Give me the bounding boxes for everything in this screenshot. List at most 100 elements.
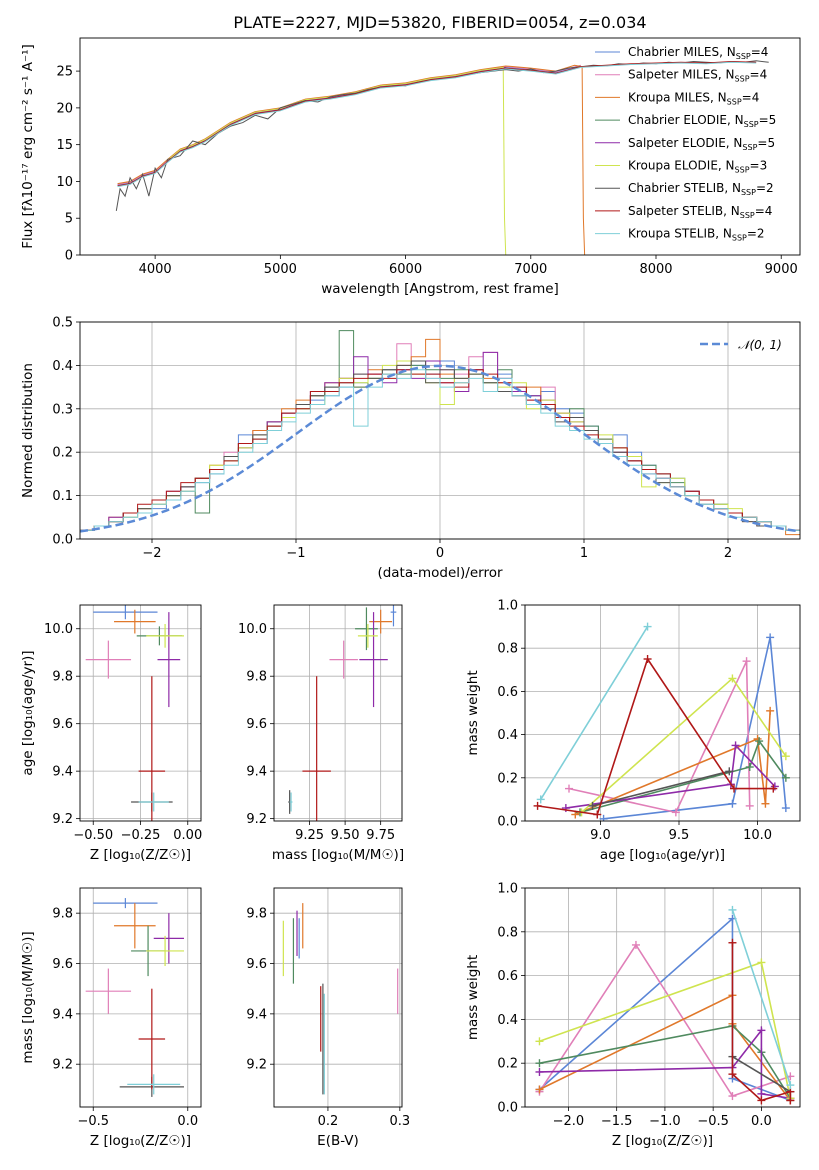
x-tick-label: 0.0 xyxy=(751,1114,772,1129)
marker-salpeter-miles xyxy=(745,801,754,810)
y-tick-label: 9.2 xyxy=(246,1058,267,1073)
y-tick-label: 9.2 xyxy=(52,1058,73,1073)
y-tick-label: 10.0 xyxy=(238,622,267,637)
x-axis-label: mass [log₁₀(M/M☉)] xyxy=(272,847,404,863)
y-tick-label: 10.0 xyxy=(44,622,73,637)
axes-frame xyxy=(79,321,801,540)
y-tick-label: 0.4 xyxy=(497,728,518,743)
y-tick-label: 15 xyxy=(56,138,73,153)
y-tick-label: 10 xyxy=(56,175,73,190)
y-tick-label: 1.0 xyxy=(497,599,518,614)
weight-line-salpeter-elodie xyxy=(565,743,776,809)
y-tick-label: 0.1 xyxy=(52,489,73,504)
y-axis-label: mass [log₁₀(M/M☉)] xyxy=(20,931,36,1063)
y-tick-label: 0.6 xyxy=(497,685,518,700)
legend-label-chabrier-stelib: Chabrier STELIB, NSSP=2 xyxy=(628,181,774,197)
weight-line-kroupa-stelib xyxy=(540,626,649,800)
panel-ebv-mass: 0.2 0.3 9.2 9.4 9.6 9.8 E(B-V) xyxy=(246,887,410,1149)
y-tick-label: 5 xyxy=(65,212,73,227)
x-axis-label: Z [log₁₀(Z/Z☉)] xyxy=(90,1133,191,1149)
histogram-kroupa-stelib xyxy=(80,369,800,531)
y-tick-label: 9.4 xyxy=(52,1007,73,1022)
y-tick-label: 9.8 xyxy=(52,907,73,922)
marker-chabrier-stelib xyxy=(588,801,597,810)
axes-frame xyxy=(79,37,801,256)
marker-salpeter-stelib xyxy=(786,1096,795,1105)
y-tick-label: 0.5 xyxy=(52,316,73,331)
y-tick-label: 0.4 xyxy=(497,1013,518,1028)
weight-line-chabrier-elodie xyxy=(579,739,787,814)
y-tick-label: 9.4 xyxy=(52,765,73,780)
panel-mass-age: 9.25 9.50 9.75 9.2 9.4 9.6 9.8 10.0 mass [log₁₀(… xyxy=(238,604,404,863)
legend-label-kroupa-stelib: Kroupa STELIB, NSSP=2 xyxy=(628,227,765,243)
plot-area xyxy=(80,330,800,536)
plot-area xyxy=(282,903,399,1095)
marker-salpeter-miles xyxy=(565,784,573,793)
x-tick-label: −0.50 xyxy=(73,828,113,843)
x-tick-label: −2 xyxy=(142,546,161,561)
marker-salpeter-elodie xyxy=(535,1067,544,1076)
marker-salpeter-elodie xyxy=(757,1026,766,1035)
x-tick-label: 7000 xyxy=(514,262,547,277)
marker-chabrier-miles xyxy=(781,804,790,813)
marker-kroupa-stelib xyxy=(536,795,545,804)
y-tick-label: 0 xyxy=(65,249,73,264)
x-axis-label: (data-model)/error xyxy=(377,565,503,581)
marker-chabrier-elodie xyxy=(781,773,790,782)
x-tick-label: −1.0 xyxy=(649,1114,681,1129)
legend-label-salpeter-miles: Salpeter MILES, NSSP=4 xyxy=(628,68,767,84)
y-tick-label: 25 xyxy=(56,65,73,80)
marker-salpeter-stelib xyxy=(643,655,652,663)
panel-residuals: −2 −1 0 1 2 0.0 0.1 0.2 0.3 0.4 0.5 (data-model)/er… xyxy=(20,316,801,581)
marker-salpeter-miles xyxy=(671,808,680,817)
marker-kroupa-elodie xyxy=(781,752,790,761)
x-axis-label: age [log₁₀(age/yr)] xyxy=(600,847,725,863)
x-tick-label: −0.5 xyxy=(697,1114,729,1129)
plot-area xyxy=(288,605,397,821)
plot-area xyxy=(85,605,184,821)
marker-salpeter-stelib xyxy=(730,784,738,793)
legend-label-chabrier-miles: Chabrier MILES, NSSP=4 xyxy=(628,45,768,61)
panel-z-weight: −2.0 −1.5 −1.0 −0.5 0.0 0.0 0.2 0.4 0.6 0.8 1.0 Z [… xyxy=(465,882,801,1149)
x-tick-label: 0 xyxy=(436,546,444,561)
marker-chabrier-miles xyxy=(766,633,775,642)
x-axis-label: Z [log₁₀(Z/Z☉)] xyxy=(612,1133,713,1149)
spectrum-line-salpeter-stelib xyxy=(117,61,757,187)
x-tick-label: 10.0 xyxy=(743,828,772,843)
x-tick-label: 9.75 xyxy=(366,828,395,843)
weight-line-chabrier-elodie xyxy=(539,1025,792,1099)
spectrum-line-kroupa-miles xyxy=(117,64,586,255)
marker-chabrier-elodie xyxy=(535,1059,544,1068)
marker-chabrier-stelib xyxy=(725,767,734,776)
plot-area xyxy=(535,905,795,1105)
y-tick-label: 9.4 xyxy=(246,1007,267,1022)
y-tick-label: 0.2 xyxy=(497,1057,518,1072)
x-tick-label: 0.0 xyxy=(177,1114,198,1129)
x-tick-label: −0.25 xyxy=(121,828,161,843)
weight-line-kroupa-stelib xyxy=(731,909,792,1086)
y-tick-label: 9.8 xyxy=(246,670,267,685)
y-tick-label: 9.4 xyxy=(246,765,267,780)
x-tick-label: 6000 xyxy=(389,262,422,277)
marker-chabrier-elodie xyxy=(745,763,754,771)
marker-salpeter-miles xyxy=(742,657,751,666)
marker-salpeter-miles xyxy=(728,1092,737,1101)
marker-kroupa-stelib xyxy=(643,622,652,631)
marker-chabrier-miles xyxy=(599,814,608,821)
x-tick-label: 9.25 xyxy=(295,828,324,843)
plot-area xyxy=(85,898,184,1097)
legend-label-gaussian: 𝒩(0, 1) xyxy=(738,338,782,352)
y-axis-label: Normed distribution xyxy=(20,363,36,498)
axes-frame xyxy=(524,604,801,822)
axes-frame xyxy=(273,604,403,822)
marker-kroupa-miles xyxy=(766,706,775,715)
axes-frame xyxy=(79,604,202,822)
legend-label-chabrier-elodie: Chabrier ELODIE, NSSP=5 xyxy=(628,113,776,129)
y-tick-label: 9.6 xyxy=(246,717,267,732)
legend-label-salpeter-stelib: Salpeter STELIB, NSSP=4 xyxy=(628,204,772,220)
y-tick-label: 1.0 xyxy=(497,882,518,897)
y-tick-label: 0.3 xyxy=(52,402,73,417)
y-axis-label: age [log₁₀(age/yr)] xyxy=(20,650,36,775)
y-tick-label: 20 xyxy=(56,101,73,116)
